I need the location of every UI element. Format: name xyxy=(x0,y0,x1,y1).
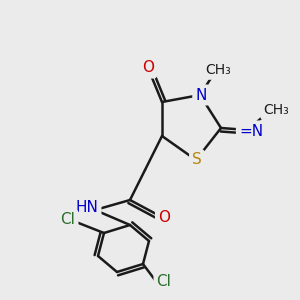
Text: =N: =N xyxy=(239,124,263,139)
Text: HN: HN xyxy=(76,200,98,215)
Text: CH₃: CH₃ xyxy=(205,63,231,77)
Text: O: O xyxy=(142,61,154,76)
Text: Cl: Cl xyxy=(61,212,75,227)
Text: O: O xyxy=(158,211,170,226)
Text: S: S xyxy=(192,152,202,167)
Text: N: N xyxy=(195,88,207,103)
Text: CH₃: CH₃ xyxy=(263,103,289,117)
Text: Cl: Cl xyxy=(157,274,171,290)
